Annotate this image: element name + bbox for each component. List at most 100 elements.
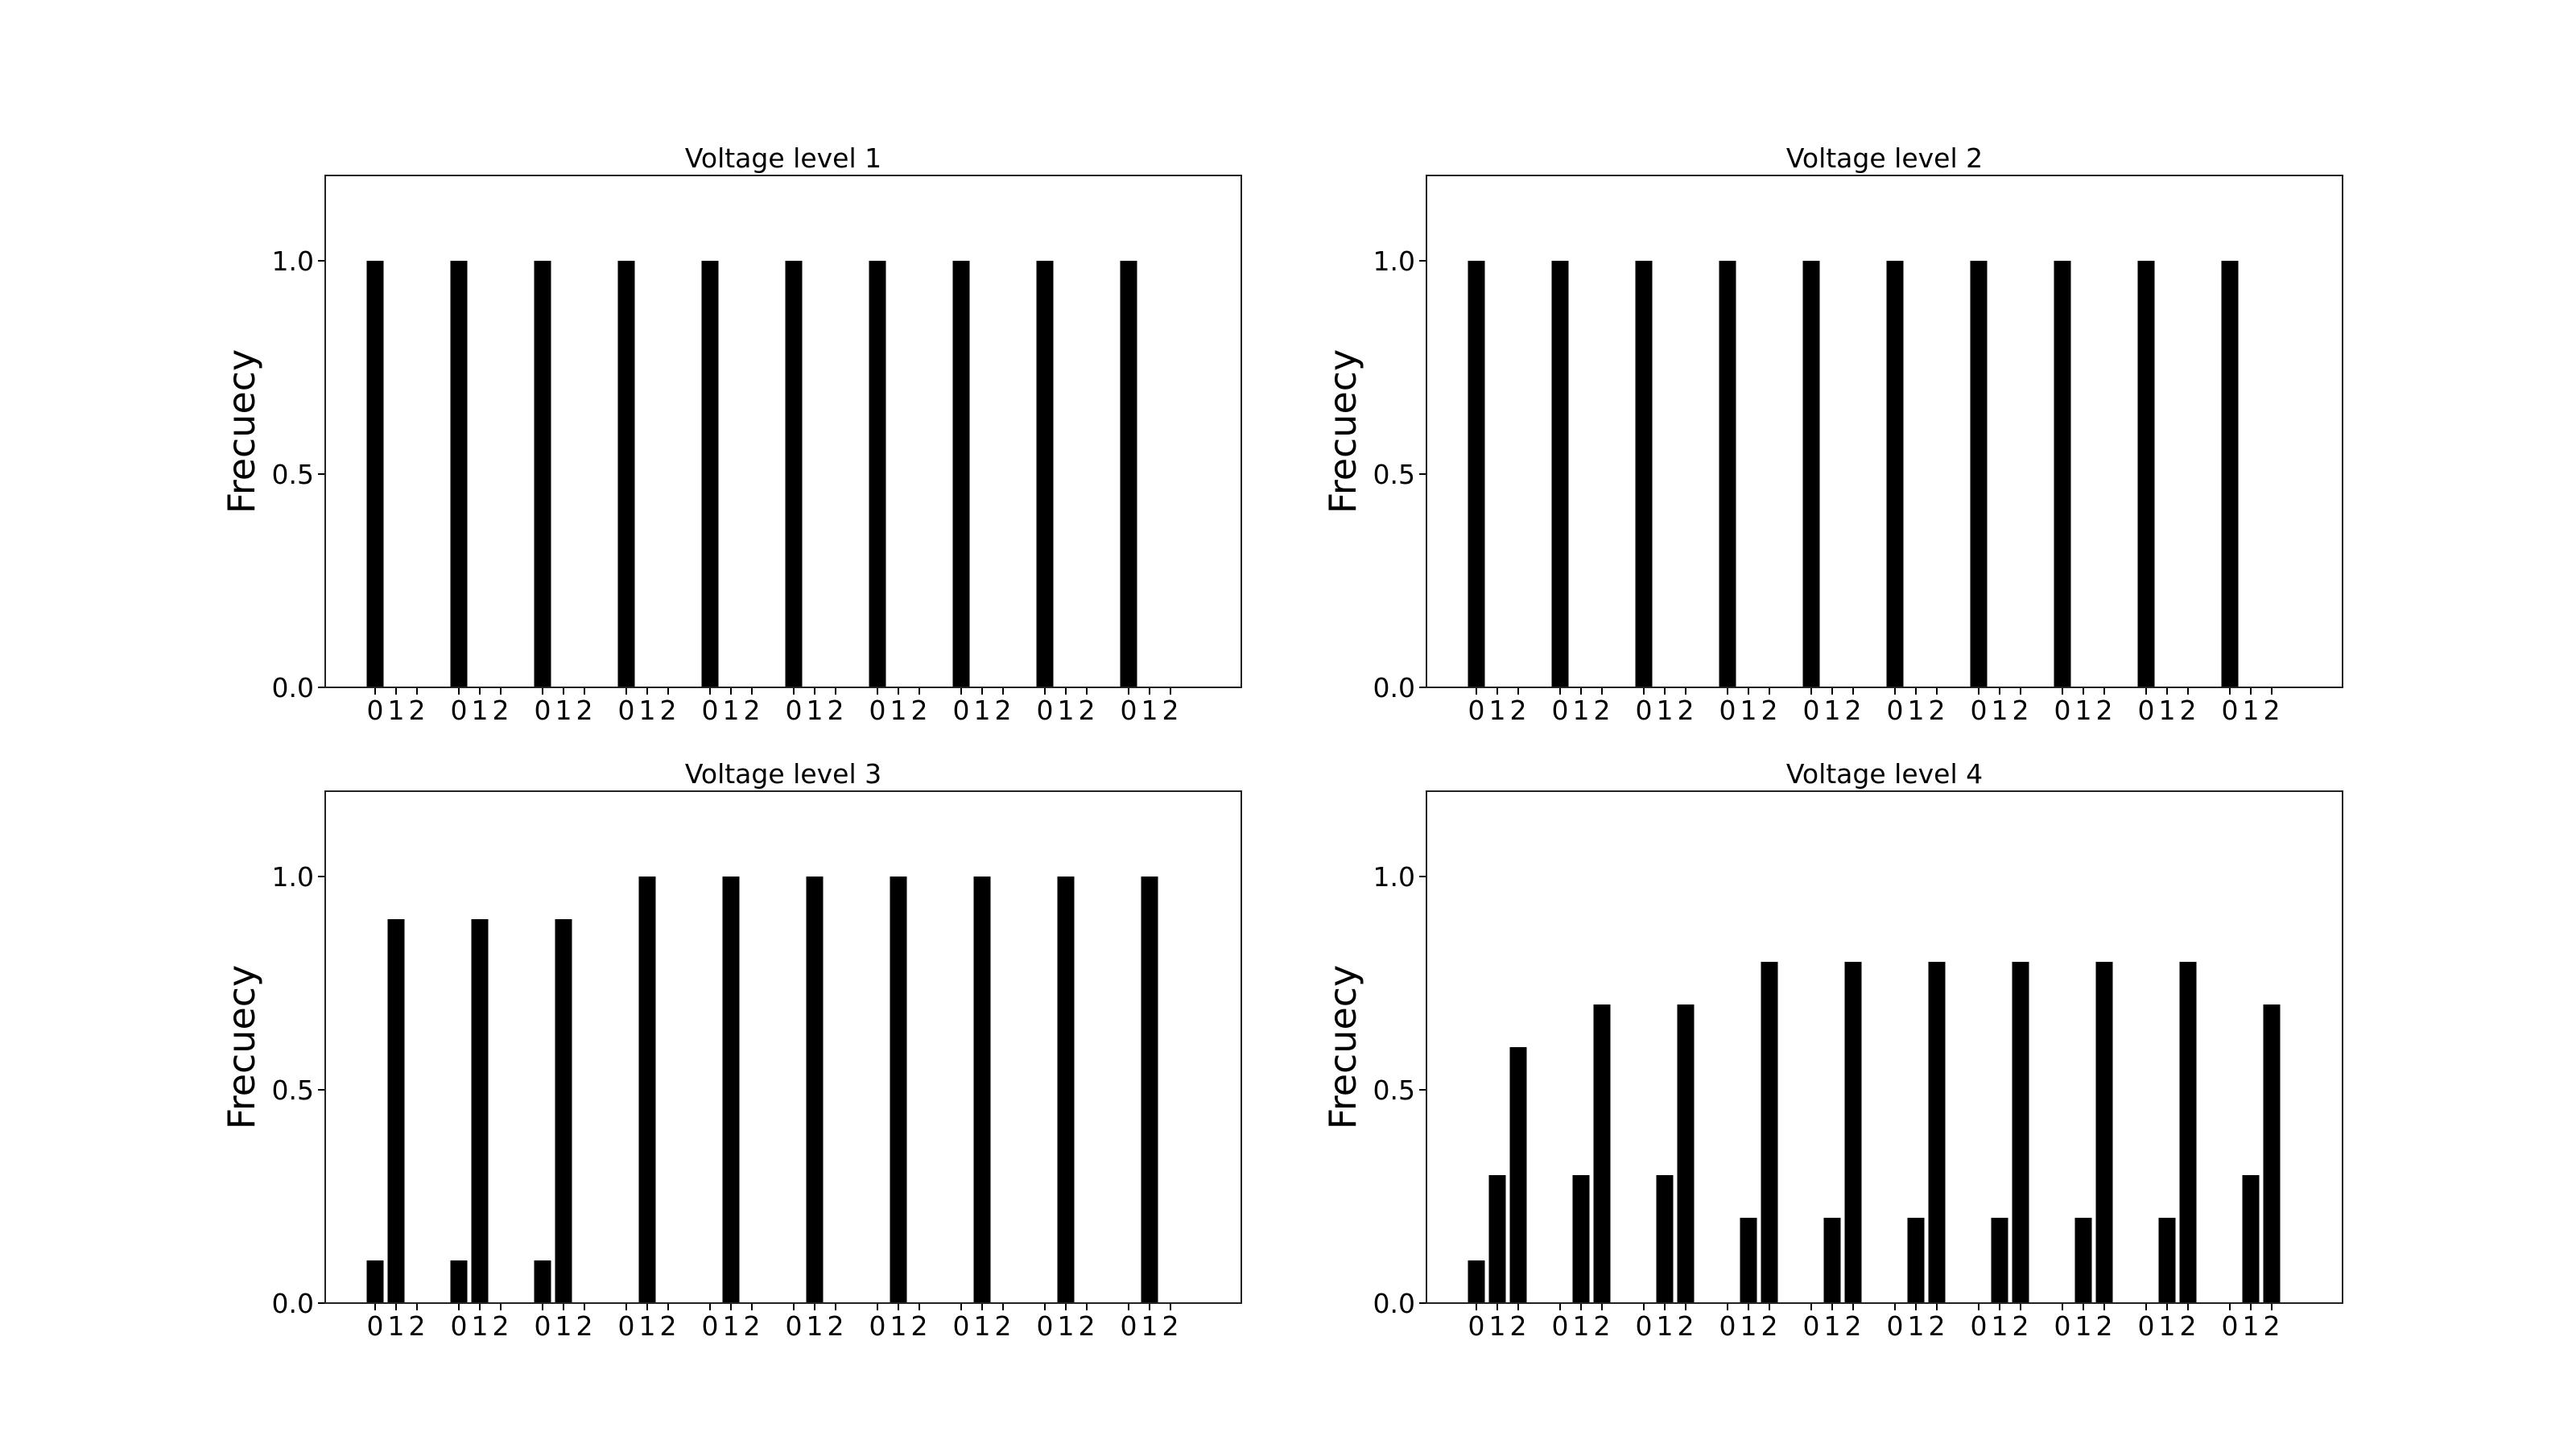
x-tick-label: 2 bbox=[1079, 1310, 1096, 1342]
x-tick-label: 2 bbox=[911, 695, 928, 726]
bar bbox=[534, 1260, 551, 1303]
y-tick-label: 0.0 bbox=[1373, 672, 1415, 703]
bar bbox=[366, 1260, 384, 1303]
bar bbox=[806, 877, 824, 1303]
x-tick-label: 1 bbox=[388, 695, 405, 726]
y-axis-label: Frecuecy bbox=[1321, 349, 1364, 514]
x-tick-label: 1 bbox=[2075, 695, 2092, 726]
bar bbox=[471, 919, 489, 1303]
bar bbox=[785, 261, 803, 687]
x-tick-label: 0 bbox=[2054, 1310, 2071, 1342]
x-tick-label: 0 bbox=[1803, 1310, 1820, 1342]
bar bbox=[701, 261, 719, 687]
x-tick-label: 0 bbox=[869, 1310, 886, 1342]
bar bbox=[1886, 261, 1904, 687]
x-tick-label: 2 bbox=[1510, 695, 1527, 726]
x-tick-label: 0 bbox=[535, 1310, 551, 1342]
bar bbox=[1572, 1175, 1590, 1303]
x-tick-label: 0 bbox=[618, 1310, 635, 1342]
panel-title: Voltage level 4 bbox=[1786, 758, 1983, 790]
panel-title: Voltage level 3 bbox=[685, 758, 881, 790]
bar bbox=[2158, 1218, 2176, 1303]
x-tick-label: 0 bbox=[1468, 695, 1485, 726]
x-tick-label: 2 bbox=[409, 695, 426, 726]
x-tick-label: 1 bbox=[639, 1310, 656, 1342]
x-tick-label: 1 bbox=[555, 695, 572, 726]
x-tick-label: 1 bbox=[723, 695, 740, 726]
x-tick-label: 1 bbox=[1908, 695, 1925, 726]
x-tick-label: 2 bbox=[2013, 1310, 2029, 1342]
x-tick-label: 0 bbox=[367, 695, 384, 726]
bar bbox=[450, 1260, 468, 1303]
x-tick-label: 2 bbox=[1162, 695, 1179, 726]
x-tick-label: 1 bbox=[472, 695, 489, 726]
x-tick-label: 2 bbox=[1845, 695, 1862, 726]
x-tick-label: 0 bbox=[367, 1310, 384, 1342]
x-tick-label: 1 bbox=[807, 1310, 824, 1342]
bar bbox=[1802, 261, 1820, 687]
x-tick-label: 0 bbox=[1552, 695, 1569, 726]
x-tick-label: 2 bbox=[1079, 695, 1096, 726]
x-tick-label: 1 bbox=[2075, 1310, 2092, 1342]
x-tick-label: 0 bbox=[535, 695, 551, 726]
bar bbox=[869, 261, 886, 687]
y-tick-label: 1.0 bbox=[272, 245, 314, 277]
bar bbox=[1656, 1175, 1674, 1303]
bar bbox=[973, 877, 991, 1303]
x-tick-label: 0 bbox=[1037, 1310, 1054, 1342]
x-tick-label: 2 bbox=[995, 695, 1012, 726]
x-tick-label: 0 bbox=[618, 695, 635, 726]
x-tick-label: 2 bbox=[576, 1310, 593, 1342]
bar bbox=[890, 877, 907, 1303]
x-tick-label: 2 bbox=[493, 695, 510, 726]
bar bbox=[722, 877, 740, 1303]
bar bbox=[1740, 1218, 1757, 1303]
bar bbox=[1991, 1218, 2008, 1303]
x-tick-label: 2 bbox=[409, 1310, 426, 1342]
x-tick-label: 2 bbox=[1594, 1310, 1611, 1342]
bar bbox=[1036, 261, 1054, 687]
x-tick-label: 1 bbox=[1824, 695, 1841, 726]
y-axis-label: Frecuecy bbox=[1321, 965, 1364, 1130]
x-tick-label: 2 bbox=[493, 1310, 510, 1342]
plot-frame bbox=[1426, 790, 2343, 1304]
x-tick-label: 1 bbox=[1489, 1310, 1506, 1342]
bar bbox=[1928, 962, 1946, 1303]
x-tick-label: 0 bbox=[2054, 695, 2071, 726]
bar bbox=[1120, 261, 1137, 687]
x-tick-label: 1 bbox=[807, 695, 824, 726]
y-tick-label: 1.0 bbox=[272, 861, 314, 893]
x-tick-label: 2 bbox=[2096, 1310, 2113, 1342]
x-tick-label: 1 bbox=[1058, 695, 1075, 726]
y-tick-label: 0.5 bbox=[1373, 1075, 1415, 1106]
y-tick-label: 0.5 bbox=[1373, 459, 1415, 490]
x-tick-label: 0 bbox=[1803, 695, 1820, 726]
x-tick-label: 0 bbox=[1636, 695, 1653, 726]
bar bbox=[1488, 1175, 1506, 1303]
bar bbox=[387, 919, 405, 1303]
x-tick-label: 2 bbox=[2180, 695, 2197, 726]
x-tick-label: 2 bbox=[744, 1310, 761, 1342]
x-tick-label: 2 bbox=[1678, 1310, 1695, 1342]
bar bbox=[2179, 962, 2197, 1303]
x-tick-label: 1 bbox=[1489, 695, 1506, 726]
x-tick-label: 2 bbox=[660, 1310, 677, 1342]
bar bbox=[1761, 962, 1778, 1303]
y-tick-label: 1.0 bbox=[1373, 245, 1415, 277]
x-tick-label: 1 bbox=[890, 1310, 907, 1342]
x-tick-label: 0 bbox=[702, 695, 719, 726]
x-tick-label: 1 bbox=[723, 1310, 740, 1342]
panel-title: Voltage level 2 bbox=[1786, 142, 1983, 174]
x-tick-label: 1 bbox=[1141, 695, 1158, 726]
x-tick-label: 2 bbox=[2264, 695, 2281, 726]
x-tick-label: 0 bbox=[2222, 695, 2239, 726]
x-tick-label: 2 bbox=[995, 1310, 1012, 1342]
x-tick-label: 1 bbox=[2243, 1310, 2260, 1342]
x-tick-label: 1 bbox=[890, 695, 907, 726]
x-tick-label: 1 bbox=[1740, 695, 1757, 726]
bar bbox=[2012, 962, 2029, 1303]
bar bbox=[534, 261, 551, 687]
